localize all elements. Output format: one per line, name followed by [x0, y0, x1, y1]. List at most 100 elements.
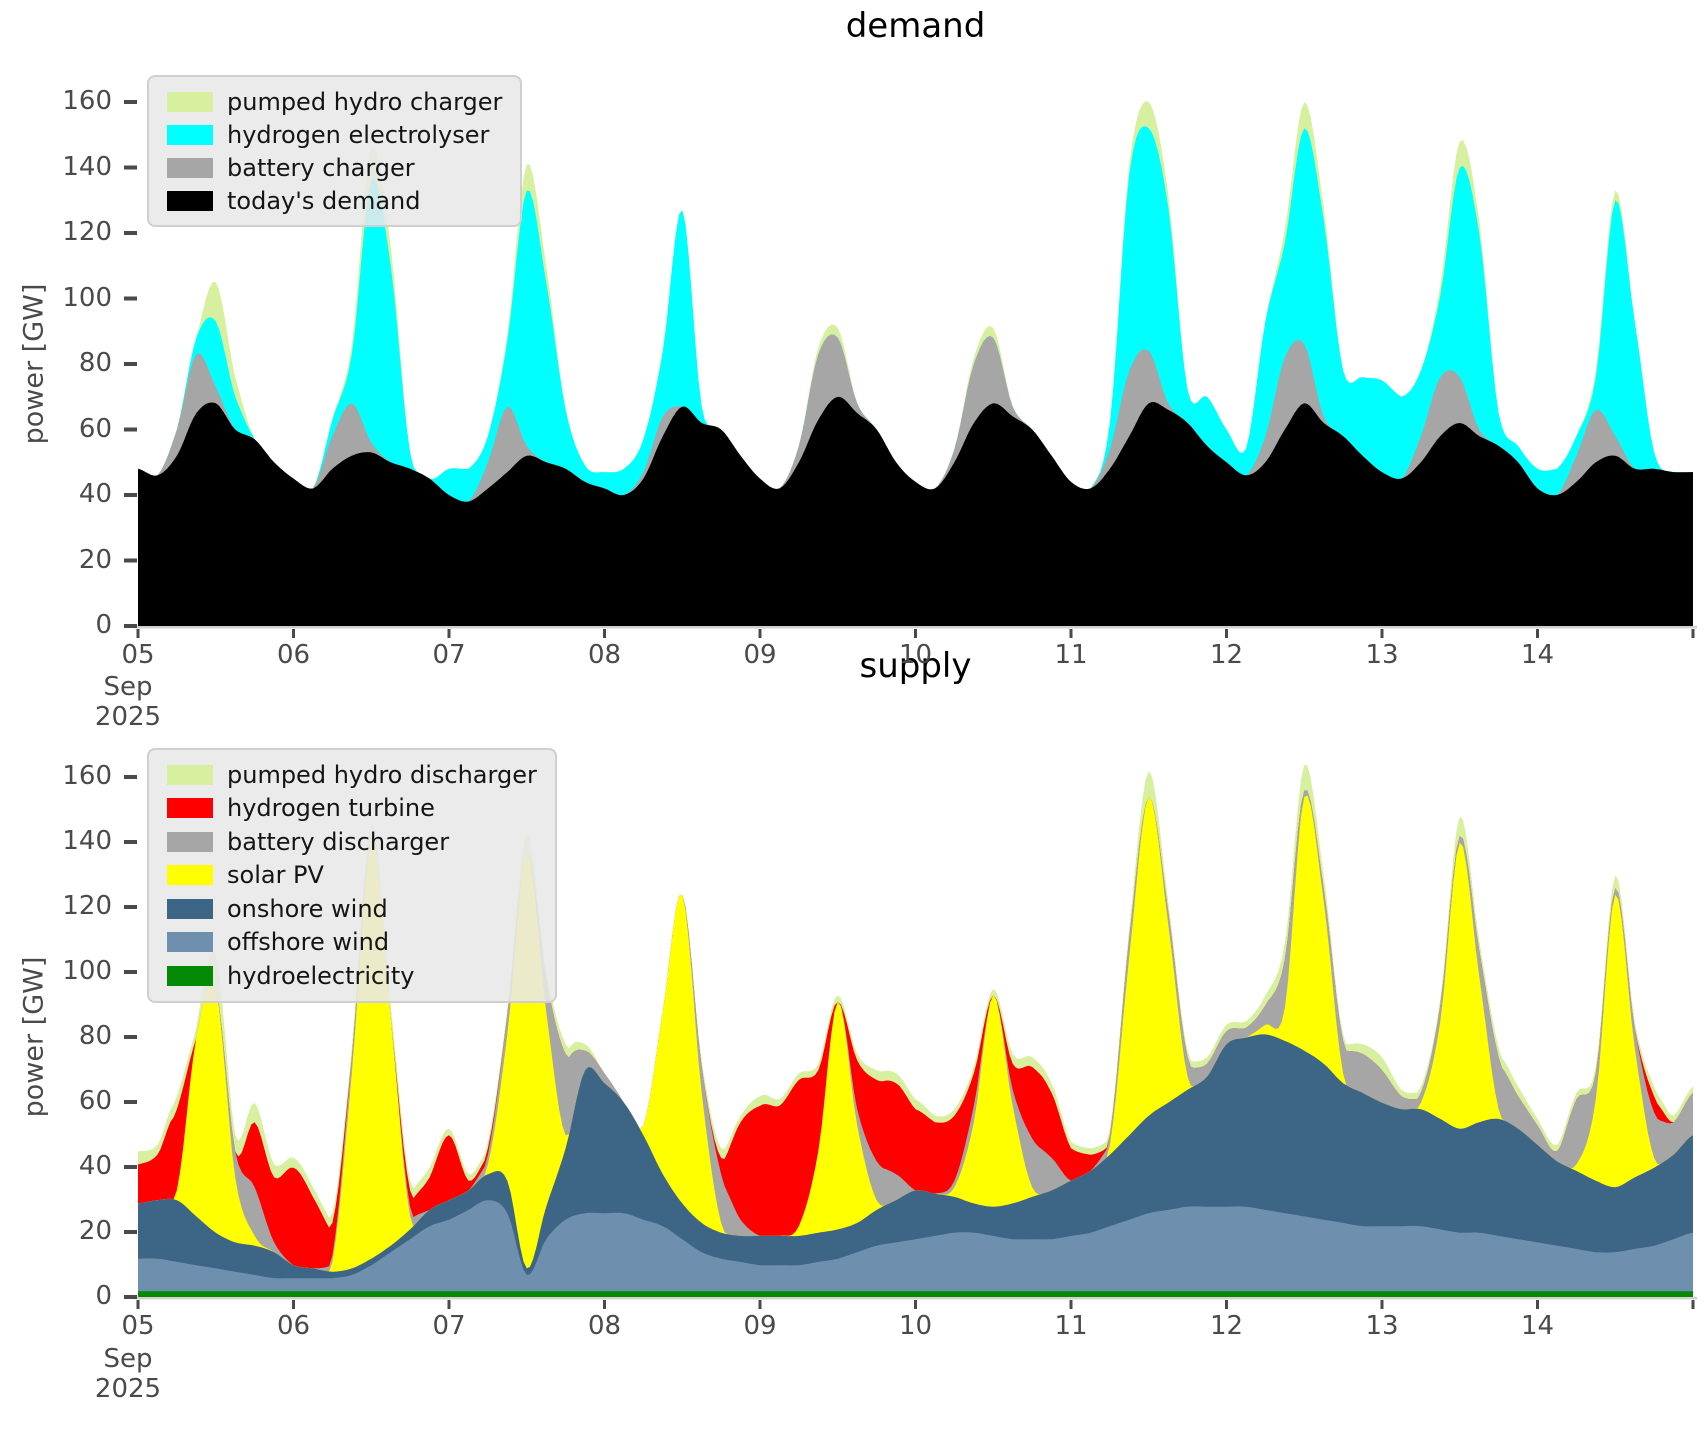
demand-x-tick-mark [1380, 629, 1384, 638]
supply-x-tick-label-13: 13 [1365, 1311, 1399, 1341]
supply-x-tick-mark [1536, 1300, 1539, 1309]
supply-y-tick-mark [124, 840, 137, 844]
demand-y-tick-label-140: 140 [62, 151, 112, 182]
demand-x-tick-mark [914, 629, 917, 638]
supply-y-tick-mark [124, 970, 137, 974]
supply-y-tick-label-20: 20 [78, 1216, 112, 1246]
legend-label-offshore-wind: offshore wind [227, 928, 390, 957]
legend-item-hydrogen-electrolyser: hydrogen electrolyser [167, 118, 502, 151]
supply-x-tick-label-09: 09 [743, 1311, 777, 1341]
legend-item-pumped-hydro-charger: pumped hydro charger [167, 85, 502, 118]
demand-stacked-areas [138, 101, 1693, 626]
supply-x-axis-caption-month: Sep [103, 1344, 153, 1374]
legend-item-battery-charger: battery charger [167, 151, 502, 184]
supply-x-tick-label-05: 05 [121, 1311, 155, 1341]
demand-y-tick-mark [124, 165, 137, 170]
supply-x-tick-mark [1691, 1300, 1695, 1309]
legend-swatch-battery-discharger [167, 831, 213, 852]
supply-x-tick-label-11: 11 [1054, 1311, 1088, 1341]
demand-x-tick-mark [1225, 629, 1228, 638]
supply-x-tick-label-07: 07 [432, 1311, 466, 1341]
supply-x-axis-spine [134, 1297, 1697, 1300]
supply-x-tick-mark [758, 1300, 762, 1309]
supply-x-tick-label-08: 08 [587, 1311, 622, 1341]
demand-x-axis-caption-year: 2025 [94, 702, 162, 732]
demand-y-tick-label-160: 160 [62, 86, 112, 116]
legend-swatch-hydrogen-electrolyser [167, 124, 213, 145]
demand-y-tick-mark [124, 624, 137, 628]
demand-x-tick-label-12: 12 [1209, 640, 1244, 670]
demand-y-tick-label-40: 40 [78, 479, 112, 509]
demand-x-tick-label-13: 13 [1365, 640, 1399, 670]
demand-y-tick-label-0: 0 [95, 610, 112, 640]
legend-label-pumped-hydro-charger: pumped hydro charger [227, 87, 503, 116]
demand-y-tick-label-100: 100 [62, 282, 112, 313]
demand-x-tick-mark [447, 629, 451, 638]
supply-y-tick-mark [124, 1035, 137, 1039]
demand-x-tick-mark [1536, 629, 1539, 638]
legend-swatch-onshore-wind [167, 898, 213, 919]
demand-x-tick-label-08: 08 [587, 640, 622, 670]
demand-x-tick-label-11: 11 [1054, 640, 1088, 670]
legend-label-onshore-wind: onshore wind [227, 894, 388, 923]
supply-x-tick-mark [447, 1300, 451, 1309]
demand-x-tick-label-07: 07 [432, 640, 466, 670]
demand-y-tick-mark [124, 296, 137, 301]
legend-swatch-pumped-hydro-charger [167, 91, 213, 112]
supply-y-tick-mark [124, 775, 137, 779]
supply-y-tick-label-120: 120 [62, 891, 112, 921]
demand-area-today-s-demand [138, 396, 1693, 626]
supply-y-tick-label-60: 60 [78, 1086, 112, 1116]
supply-y-tick-label-80: 80 [78, 1021, 112, 1051]
legend-item-hydroelectricity: hydroelectricity [167, 959, 537, 993]
legend-label-hydrogen-turbine: hydrogen turbine [227, 794, 435, 823]
supply-y-tick-mark [124, 905, 137, 909]
legend-label-pumped-hydro-discharger: pumped hydro discharger [227, 760, 537, 789]
supply-x-axis-caption-year: 2025 [94, 1374, 162, 1404]
demand-y-tick-label-20: 20 [78, 544, 112, 575]
legend-item-hydrogen-turbine: hydrogen turbine [167, 792, 537, 826]
demand-x-tick-mark [136, 629, 140, 638]
demand-y-tick-mark [124, 558, 137, 563]
supply-x-tick-mark [292, 1300, 295, 1309]
supply-x-tick-label-12: 12 [1209, 1311, 1244, 1341]
supply-y-tick-label-40: 40 [78, 1151, 112, 1181]
demand-y-tick-mark [124, 362, 137, 366]
demand-x-tick-mark [603, 629, 606, 638]
demand-x-axis-caption-month: Sep [103, 672, 153, 702]
supply-y-tick-label-140: 140 [62, 826, 112, 856]
demand-y-tick-mark [124, 493, 137, 497]
supply-x-tick-mark [1225, 1300, 1228, 1309]
legend-swatch-pumped-hydro-discharger [167, 764, 213, 785]
demand-legend: pumped hydro charger hydrogen electrolyse… [147, 75, 523, 227]
demand-y-tick-label-60: 60 [78, 413, 112, 444]
supply-x-tick-mark [1069, 1300, 1073, 1309]
demand-x-axis-spine [134, 626, 1697, 629]
supply-legend: pumped hydro discharger hydrogen turbine b… [147, 748, 557, 1003]
supply-y-tick-label-0: 0 [95, 1281, 112, 1311]
legend-swatch-hydroelectricity [167, 965, 213, 986]
legend-swatch-battery-charger [167, 157, 213, 178]
supply-y-tick-label-100: 100 [62, 956, 112, 986]
demand-x-tick-mark [292, 629, 295, 638]
supply-area-hydroelectricity [138, 1291, 1693, 1297]
demand-x-tick-mark [758, 629, 762, 638]
demand-x-tick-label-14: 14 [1520, 640, 1555, 670]
demand-x-tick-mark [1069, 629, 1073, 638]
supply-x-tick-mark [136, 1300, 140, 1309]
supply-x-tick-mark [914, 1300, 917, 1309]
demand-x-tick-label-10: 10 [898, 640, 933, 670]
supply-chart-title: supply [859, 646, 972, 686]
demand-chart-title: demand [845, 6, 986, 46]
demand-y-tick-mark [124, 100, 137, 104]
legend-item-solar-pv: solar PV [167, 859, 537, 893]
demand-x-tick-mark [1691, 629, 1695, 638]
legend-label-today-s-demand: today's demand [227, 186, 421, 215]
supply-y-tick-label-160: 160 [62, 761, 112, 791]
legend-swatch-offshore-wind [167, 932, 213, 953]
demand-y-tick-label-120: 120 [62, 217, 112, 247]
supply-x-tick-label-10: 10 [898, 1311, 933, 1341]
demand-x-tick-label-05: 05 [121, 640, 155, 670]
